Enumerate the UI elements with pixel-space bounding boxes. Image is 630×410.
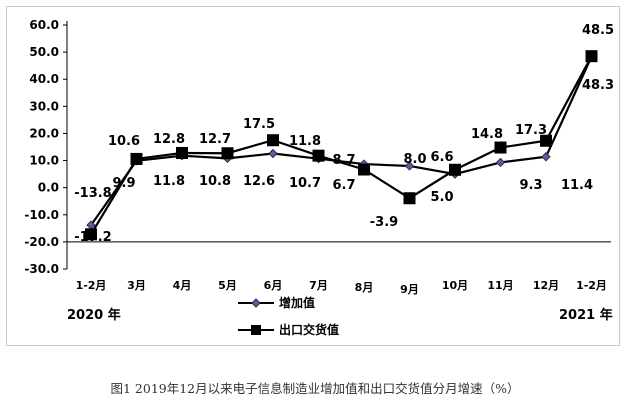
y-tick-label: 10.0 bbox=[29, 154, 59, 168]
y-tick-label: -30.0 bbox=[24, 262, 59, 276]
series-line-0 bbox=[90, 56, 593, 226]
data-label-value-added: 11.8 bbox=[153, 174, 185, 189]
y-tick-label: -20.0 bbox=[24, 235, 59, 249]
x-tick-label: 1-2月 bbox=[76, 279, 107, 292]
data-label-value-added: 8.7 bbox=[332, 153, 355, 168]
data-label-value-added: 8.0 bbox=[403, 152, 426, 167]
chart-frame: 60.0 50.0 40.0 30.0 20.0 10.0 0.0 -10.0 -20.0 -30… bbox=[6, 6, 620, 346]
data-label-value-added: 10.7 bbox=[289, 176, 321, 191]
data-label-export-delivery: 12.7 bbox=[199, 132, 231, 147]
data-label-export-delivery: -3.9 bbox=[370, 215, 398, 230]
y-tick-label: -10.0 bbox=[24, 208, 59, 222]
legend: 增加值 出口交货值 bbox=[238, 295, 339, 337]
x-tick-label: 6月 bbox=[264, 279, 283, 292]
data-label-export-delivery: 48.5 bbox=[582, 23, 614, 38]
x-tick-label: 8月 bbox=[355, 281, 374, 294]
data-label-export-delivery: 10.6 bbox=[108, 134, 140, 149]
legend-label-export-delivery: 出口交货值 bbox=[279, 322, 339, 337]
x-tick-label: 7月 bbox=[309, 279, 328, 292]
point-value-added bbox=[541, 152, 551, 162]
data-label-value-added: 11.4 bbox=[561, 178, 593, 193]
point-export-delivery bbox=[267, 134, 279, 147]
data-label-export-delivery: 6.6 bbox=[430, 150, 453, 165]
point-export-delivery bbox=[176, 146, 188, 159]
x-tick-labels: 1-2月 3月 4月 5月 6月 7月 8月 9月 10月 11月 12月 1-2月 bbox=[76, 279, 607, 296]
point-export-delivery bbox=[312, 149, 325, 162]
series-markers bbox=[85, 50, 598, 241]
point-value-added bbox=[268, 148, 278, 159]
y-tick-label: 40.0 bbox=[29, 72, 59, 86]
data-label-export-delivery: 12.8 bbox=[153, 132, 185, 147]
data-label-value-added: 9.3 bbox=[519, 178, 542, 193]
data-label-export-delivery: 17.5 bbox=[243, 117, 275, 132]
point-export-delivery bbox=[221, 147, 234, 160]
point-export-delivery bbox=[449, 163, 461, 176]
point-value-added bbox=[404, 161, 415, 171]
x-tick-label: 11月 bbox=[487, 279, 513, 292]
data-label-export-delivery: -17.2 bbox=[74, 230, 111, 245]
data-label-export-delivery: 17.3 bbox=[515, 123, 547, 138]
data-label-value-added: 48.3 bbox=[582, 78, 614, 93]
x-tick-label: 9月 bbox=[400, 283, 419, 296]
figure-caption: 图1 2019年12月以来电子信息制造业增加值和出口交货值分月增速（%） bbox=[110, 381, 520, 396]
x-tick-label: 12月 bbox=[533, 279, 559, 292]
y-tick-label: 0.0 bbox=[38, 181, 59, 195]
x-tick-label: 5月 bbox=[218, 279, 237, 292]
point-export-delivery bbox=[403, 192, 416, 205]
data-label-value-added: 9.9 bbox=[112, 176, 135, 191]
year-label-2021: 2021 年 bbox=[559, 307, 613, 323]
x-tick-label: 1-2月 bbox=[576, 279, 607, 292]
series-line-1 bbox=[90, 55, 593, 235]
data-labels: -13.89.9 11.8 10.8 12.6 10.7 8.7 8.0 5.0 9.3 11.4… bbox=[74, 23, 614, 245]
point-export-delivery bbox=[540, 134, 552, 147]
y-tick-labels: 60.0 50.0 40.0 30.0 20.0 10.0 0.0 -10.0 -20.0 -30… bbox=[24, 18, 67, 276]
data-label-export-delivery: 6.7 bbox=[332, 178, 355, 193]
y-tick-label: 50.0 bbox=[29, 45, 59, 59]
point-export-delivery bbox=[130, 152, 143, 165]
data-label-value-added: -13.8 bbox=[74, 186, 111, 201]
point-value-added bbox=[495, 157, 506, 168]
line-chart: 60.0 50.0 40.0 30.0 20.0 10.0 0.0 -10.0 -20.0 -30… bbox=[24, 18, 614, 337]
legend-label-value-added: 增加值 bbox=[279, 295, 315, 310]
legend-marker-value-added-diamond-icon bbox=[251, 298, 261, 308]
point-export-delivery bbox=[85, 228, 97, 241]
point-export-delivery bbox=[358, 163, 370, 176]
x-tick-label: 3月 bbox=[127, 279, 146, 292]
data-label-export-delivery: 11.8 bbox=[289, 134, 321, 149]
x-tick-label: 4月 bbox=[173, 279, 192, 292]
series-lines bbox=[90, 55, 593, 235]
point-export-delivery bbox=[585, 50, 598, 63]
data-label-export-delivery: 14.8 bbox=[471, 127, 503, 142]
data-label-value-added: 5.0 bbox=[430, 190, 453, 205]
y-tick-label: 30.0 bbox=[29, 99, 59, 113]
data-label-value-added: 12.6 bbox=[243, 174, 275, 189]
y-tick-label: 20.0 bbox=[29, 126, 59, 140]
x-tick-label: 10月 bbox=[442, 279, 468, 292]
y-tick-label: 60.0 bbox=[29, 18, 59, 32]
data-label-value-added: 10.8 bbox=[199, 174, 231, 189]
point-export-delivery bbox=[494, 141, 507, 154]
legend-marker-export-delivery-square-icon bbox=[251, 325, 261, 335]
axes bbox=[66, 21, 611, 269]
year-label-2020: 2020 年 bbox=[67, 307, 121, 323]
